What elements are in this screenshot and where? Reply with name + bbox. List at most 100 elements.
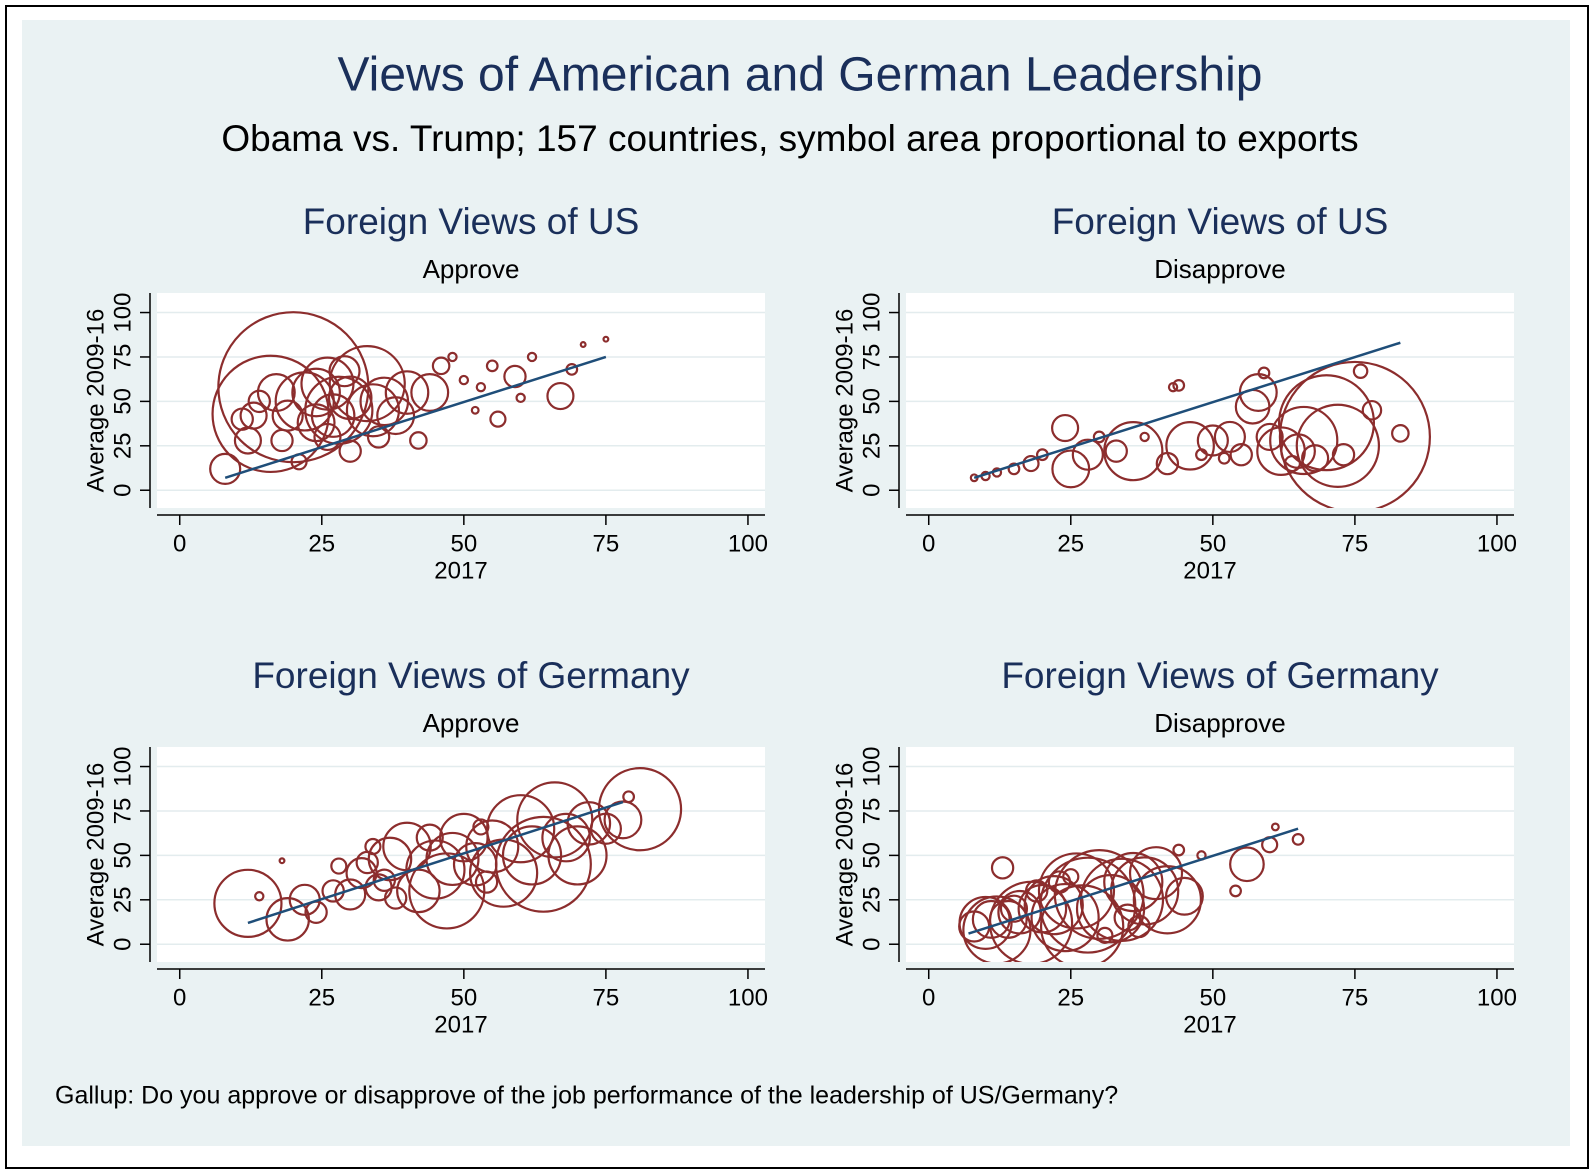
bubble [1269,405,1339,476]
bubble [566,801,612,846]
bubble [1039,884,1125,962]
panel: Foreign Views of Germany Disapprove 0 25 50 7… [831,655,1517,1039]
bubble [990,856,1015,880]
bubble [1291,832,1305,846]
x-tick-label: 50 [450,984,477,1011]
bubble [1024,879,1049,903]
x-axis-title: 2017 [1183,557,1236,584]
bubble [515,392,526,404]
x-tick-label: 50 [1199,984,1226,1011]
points [958,822,1305,962]
x-tick-label: 75 [593,984,620,1011]
bubble [1132,865,1203,935]
bubble [1103,851,1164,913]
panel-subtitle: Approve [423,708,520,738]
bubble [383,886,408,910]
x-tick-label: 50 [450,530,477,557]
background [22,20,1570,1146]
y-tick-label: 50 [858,842,885,869]
y-tick-label: 25 [109,886,136,913]
bubble [501,825,563,886]
y-tick-label: 0 [858,484,885,497]
x-tick-label: 50 [1199,530,1226,557]
bubble [1062,868,1080,886]
bubble [1196,424,1229,457]
main-title: Views of American and German Leadership [338,49,1263,102]
bubble [254,891,265,902]
x-tick-label: 0 [173,984,186,1011]
bubble [1352,363,1369,379]
bubble [367,836,413,882]
bubble [602,335,610,343]
y-tick-label: 100 [109,747,136,787]
panel-title: Foreign Views of Germany [1001,655,1439,696]
x-tick-label: 0 [922,530,935,557]
bubble [1051,413,1080,443]
note: Gallup: Do you approve or disapprove of … [55,1082,1118,1110]
bubble [330,857,348,875]
bubble [1167,381,1179,393]
bubble [328,355,361,388]
panel: Foreign Views of US Disapprove 0 25 50 75 100 0… [831,201,1517,585]
panel-title: Foreign Views of US [303,201,640,242]
bubble [431,356,451,376]
bubble [489,410,507,428]
panel: Foreign Views of Germany Approve 0 25 50 75 10… [82,655,768,1039]
bubble [366,425,391,449]
bubble [372,868,396,892]
x-axis-title: 2017 [1183,1011,1236,1038]
bubble [213,868,283,939]
bubble [1071,438,1104,471]
bubble [310,393,356,438]
bubble [376,396,416,436]
bubble [396,868,441,914]
bubble [603,800,643,840]
x-tick-label: 100 [1477,530,1517,557]
y-tick-label: 25 [109,432,136,459]
bubble [415,823,444,852]
y-tick-label: 75 [109,798,136,825]
x-tick-label: 75 [1342,530,1369,557]
y-tick-label: 0 [858,938,885,951]
panel-subtitle: Disapprove [1154,708,1286,738]
bubble [1257,366,1271,380]
bubble [1139,431,1150,443]
points [213,767,683,942]
fit-line [247,800,624,925]
bubble [338,439,362,463]
bubble [526,351,538,363]
y-tick-label: 50 [109,388,136,415]
y-tick-label: 0 [109,938,136,951]
bubble [364,837,382,856]
bubble [1229,884,1242,898]
y-tick-label: 100 [858,293,885,333]
x-tick-label: 0 [173,530,186,557]
panel: Foreign Views of US Approve 0 25 50 75 100 0 25 5… [82,201,768,585]
bubble [230,407,254,431]
bubble [1007,462,1021,476]
bubble [1331,442,1356,467]
y-tick-label: 75 [109,344,136,371]
y-axis-title: Average 2009-16 [831,309,858,493]
bubble [278,857,286,865]
bubble [328,345,406,423]
bubble [1217,451,1231,465]
x-tick-label: 25 [308,984,335,1011]
bubble [1283,454,1301,473]
x-tick-label: 100 [728,530,768,557]
x-tick-label: 100 [728,984,768,1011]
bubble [410,373,450,412]
bubble [1127,914,1151,939]
bubble [1172,378,1186,392]
y-axis-title: Average 2009-16 [831,763,858,947]
bubble [384,370,430,415]
bubble [1128,846,1184,901]
bubble [447,351,458,363]
bubble [622,790,636,804]
main-subtitle: Obama vs. Trump; 157 countries, symbol a… [221,118,1358,159]
bubble [999,894,1029,923]
plot-area [906,293,1514,508]
bubble [485,359,499,373]
points [969,341,1431,508]
bubble [209,452,242,486]
